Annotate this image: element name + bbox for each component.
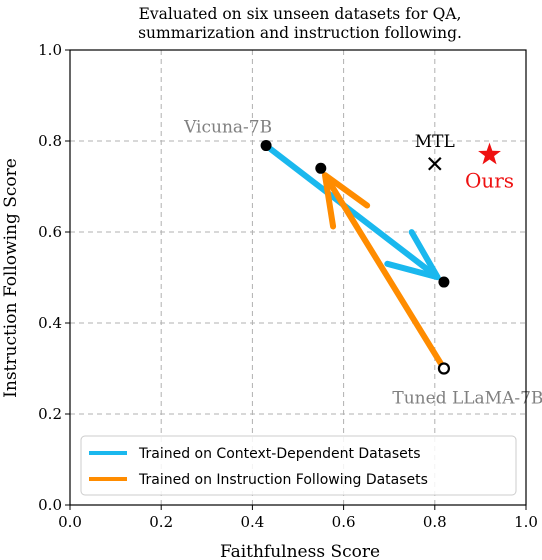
point-label-llama: Tuned LLaMA-7B — [392, 389, 542, 409]
y-tick-label: 0.8 — [38, 132, 62, 150]
point-label-vicuna: Vicuna-7B — [183, 118, 272, 138]
x-tick-label: 0.8 — [423, 513, 447, 531]
y-tick-label: 0.6 — [38, 223, 62, 241]
x-tick-label: 0.2 — [149, 513, 173, 531]
arrow-head — [384, 229, 441, 281]
plot-area-frame — [69, 49, 527, 506]
data-point — [315, 162, 327, 174]
x-tick-label: 0.4 — [240, 513, 264, 531]
data-point — [437, 362, 451, 375]
chart-title-line-1: Evaluated on six unseen datasets for QA, — [139, 5, 462, 23]
y-tick-label: 0.2 — [38, 405, 62, 423]
arrow-series-0 — [267, 146, 441, 281]
chart-title-line-2: summarization and instruction following. — [138, 24, 462, 42]
y-tick-label: 0.4 — [38, 314, 62, 332]
data-point — [438, 276, 450, 288]
legend: Trained on Context-Dependent Datasets Tr… — [80, 435, 517, 496]
x-tick-label: 0.0 — [58, 513, 82, 531]
axis-ticks: 0.0 0.2 0.4 0.6 0.8 1.0 0.0 0.2 0.4 0.6 0.8 1.0 — [38, 41, 538, 531]
legend-label-instruction: Trained on Instruction Following Dataset… — [138, 472, 428, 488]
data-point — [260, 140, 272, 152]
x-tick-label: 0.6 — [332, 513, 356, 531]
arrow-series-1 — [321, 172, 444, 367]
arrow-head — [321, 172, 371, 230]
point-label-ours: Ours — [465, 169, 514, 193]
legend-box — [80, 435, 517, 496]
y-tick-label: 0.0 — [38, 496, 62, 514]
point-label-mtl: MTL — [415, 132, 455, 152]
y-tick-label: 1.0 — [38, 41, 62, 59]
legend-label-context: Trained on Context-Dependent Datasets — [138, 446, 421, 462]
y-axis-label: Instruction Following Score — [1, 158, 21, 398]
arrow-shaft — [323, 173, 444, 367]
arrow-shaft — [267, 146, 439, 279]
x-axis-label: Faithfulness Score — [220, 542, 380, 560]
grid-lines — [70, 50, 526, 505]
ours-star-marker — [478, 142, 501, 165]
x-tick-label: 1.0 — [514, 513, 538, 531]
mtl-cross-marker — [428, 156, 442, 171]
data-marks: Vicuna-7B Tuned LLaMA-7B MTL Ours — [183, 118, 542, 409]
